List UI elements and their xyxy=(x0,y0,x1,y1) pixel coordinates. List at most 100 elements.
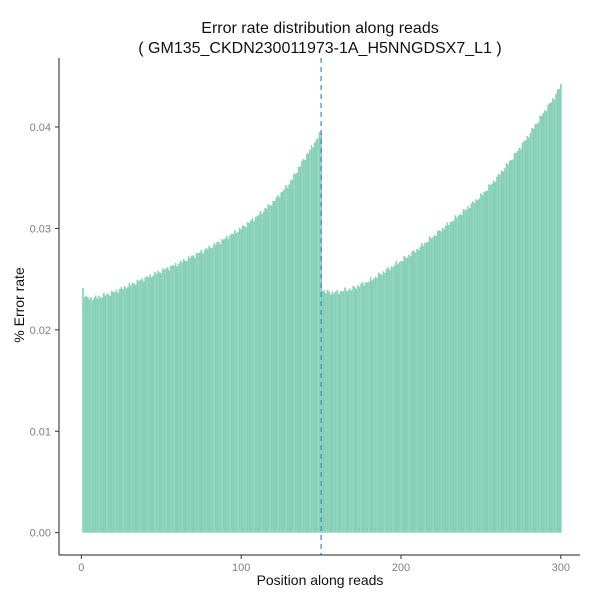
bar xyxy=(256,215,259,533)
bar xyxy=(133,283,135,533)
bar xyxy=(181,262,183,533)
bar xyxy=(262,211,265,533)
bar xyxy=(131,282,134,533)
bar xyxy=(449,221,452,533)
bar xyxy=(329,294,332,533)
bar xyxy=(385,268,388,533)
bar xyxy=(488,184,490,533)
bar xyxy=(313,142,316,533)
bar xyxy=(150,277,153,533)
bar xyxy=(355,288,358,533)
bar xyxy=(216,241,219,533)
bar xyxy=(360,283,362,533)
bar xyxy=(342,291,345,533)
bar xyxy=(293,173,295,533)
bar xyxy=(243,225,246,533)
bar xyxy=(403,255,406,533)
bar xyxy=(144,277,147,533)
bar xyxy=(513,152,516,533)
bar xyxy=(281,191,284,533)
bar xyxy=(540,115,543,533)
bar xyxy=(253,221,255,533)
bar xyxy=(412,250,415,533)
bar xyxy=(126,287,129,533)
bar xyxy=(301,161,303,533)
bar xyxy=(302,158,305,533)
bar xyxy=(381,274,383,533)
bar xyxy=(194,257,196,533)
bar xyxy=(542,112,545,533)
bar xyxy=(536,123,538,533)
bar xyxy=(480,193,482,533)
bar xyxy=(123,285,126,533)
bar xyxy=(406,257,409,533)
bar xyxy=(358,286,361,533)
bar xyxy=(304,159,306,533)
bar xyxy=(459,214,461,533)
bar xyxy=(264,208,267,533)
bar xyxy=(310,145,313,533)
bar xyxy=(192,255,195,533)
bar xyxy=(523,140,525,533)
bar xyxy=(518,147,521,533)
x-tick-label: 300 xyxy=(552,562,570,574)
bar xyxy=(315,139,318,533)
bar xyxy=(280,192,282,533)
y-tick-label: 0.02 xyxy=(30,325,51,337)
bar xyxy=(189,257,191,533)
bar xyxy=(325,292,327,533)
bar xyxy=(294,173,297,533)
bar xyxy=(369,277,372,533)
bar xyxy=(430,238,433,533)
bar xyxy=(560,83,562,533)
bar xyxy=(155,273,158,533)
bar xyxy=(558,89,561,533)
bar xyxy=(299,166,302,533)
bar xyxy=(165,268,167,533)
bar xyxy=(452,220,455,533)
bar xyxy=(277,195,279,533)
bar xyxy=(91,300,94,533)
bar xyxy=(265,208,268,533)
bar xyxy=(435,236,438,533)
bar xyxy=(226,235,228,533)
bar xyxy=(254,217,257,533)
bar xyxy=(136,279,139,533)
bar xyxy=(224,238,227,533)
bar xyxy=(409,256,412,533)
bar xyxy=(297,166,300,533)
bar xyxy=(390,266,393,533)
bar xyxy=(393,265,396,533)
bar xyxy=(475,199,477,533)
bar xyxy=(544,110,546,533)
bar xyxy=(468,208,471,533)
bar xyxy=(472,201,474,533)
bar xyxy=(162,268,164,533)
bar xyxy=(502,171,505,533)
bar xyxy=(182,258,185,533)
bar xyxy=(171,265,174,533)
bar xyxy=(420,243,423,533)
bar xyxy=(341,291,343,533)
bar xyxy=(170,265,172,533)
bar xyxy=(160,273,163,533)
bar xyxy=(152,275,155,533)
bar xyxy=(473,202,476,533)
bar xyxy=(214,244,217,533)
bar xyxy=(555,93,557,533)
bar xyxy=(122,288,124,533)
bar xyxy=(230,233,233,533)
bar xyxy=(106,293,108,533)
bar xyxy=(178,263,180,533)
bar xyxy=(387,267,390,533)
bar xyxy=(494,182,497,533)
bar xyxy=(317,138,319,533)
bar xyxy=(112,291,115,533)
bar xyxy=(428,236,431,533)
bar xyxy=(443,229,446,533)
bar xyxy=(366,282,369,533)
bar xyxy=(432,237,434,533)
bar xyxy=(373,278,375,533)
bar xyxy=(405,257,407,533)
